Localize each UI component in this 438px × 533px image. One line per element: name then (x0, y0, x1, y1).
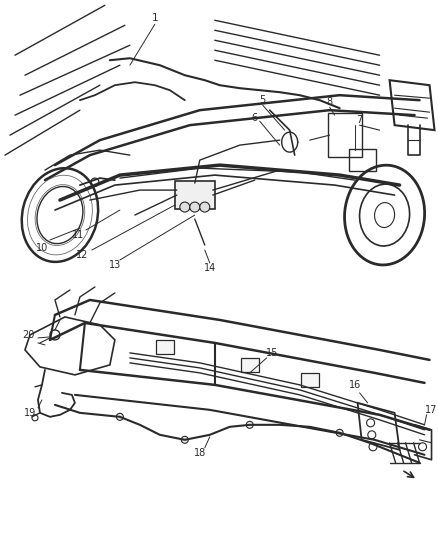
Text: 18: 18 (194, 448, 206, 458)
Circle shape (117, 413, 124, 421)
Circle shape (190, 202, 200, 212)
Text: 8: 8 (327, 97, 333, 107)
Circle shape (181, 437, 188, 443)
Text: 14: 14 (204, 263, 216, 273)
Text: 5: 5 (260, 95, 266, 105)
FancyBboxPatch shape (300, 373, 319, 387)
Circle shape (180, 202, 190, 212)
Circle shape (336, 429, 343, 437)
Text: 12: 12 (76, 250, 88, 260)
Text: 7: 7 (357, 115, 363, 125)
Circle shape (200, 202, 210, 212)
FancyBboxPatch shape (175, 181, 215, 209)
Text: 16: 16 (349, 380, 361, 390)
FancyBboxPatch shape (156, 340, 174, 354)
Text: 6: 6 (252, 113, 258, 123)
Text: 1: 1 (152, 13, 158, 23)
Circle shape (246, 421, 253, 429)
Text: 11: 11 (72, 230, 84, 240)
Text: 19: 19 (24, 408, 36, 418)
Text: 20: 20 (22, 330, 34, 340)
Text: 13: 13 (109, 260, 121, 270)
FancyBboxPatch shape (241, 358, 259, 372)
Text: 10: 10 (36, 243, 48, 253)
Text: 17: 17 (425, 405, 438, 415)
Text: 15: 15 (265, 348, 278, 358)
